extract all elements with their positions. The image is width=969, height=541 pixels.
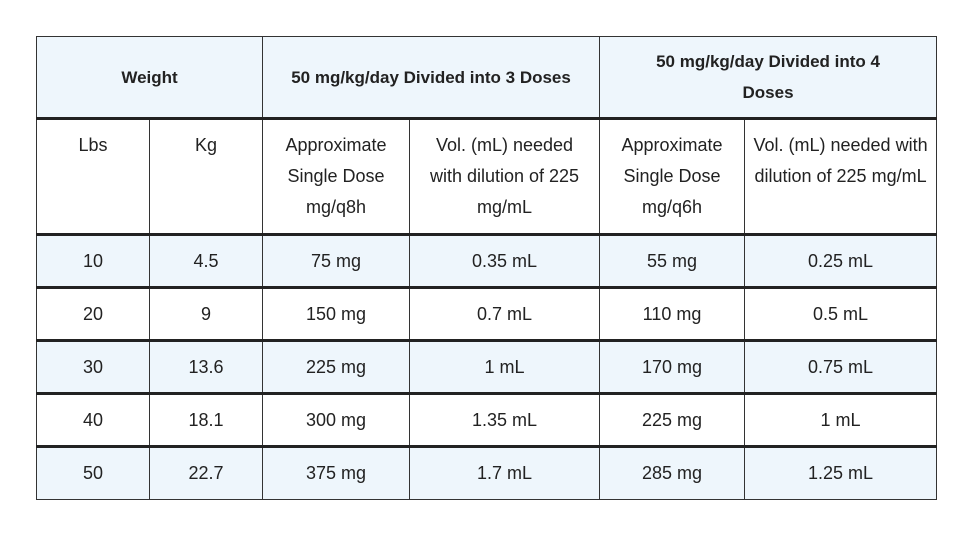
data-row: 50 22.7 375 mg 1.7 mL 285 mg 1.25 mL <box>36 445 938 500</box>
data-cell: 0.25 mL <box>744 233 938 288</box>
group-header: 50 mg/kg/day Divided into 3 Doses <box>262 36 601 119</box>
subheader-cell: Approximate Single Dose mg/q8h <box>262 117 411 235</box>
data-cell: 225 mg <box>262 339 411 394</box>
dosing-table: Weight 50 mg/kg/day Divided into 3 Doses… <box>35 36 938 500</box>
group-header-row: Weight 50 mg/kg/day Divided into 3 Doses… <box>35 36 938 119</box>
group-header: 50 mg/kg/day Divided into 4 Doses <box>599 36 938 119</box>
subheader-row: Lbs Kg Approximate Single Dose mg/q8h Vol. … <box>36 117 938 235</box>
data-cell: 0.35 mL <box>409 233 601 288</box>
data-cell: 225 mg <box>599 392 746 447</box>
data-cell: 285 mg <box>599 445 746 500</box>
data-cell: 13.6 <box>148 339 264 394</box>
data-cell: 300 mg <box>262 392 411 447</box>
data-cell: 40 <box>36 392 150 447</box>
data-cell: 18.1 <box>148 392 264 447</box>
data-cell: 1.7 mL <box>409 445 601 500</box>
group-header: Weight <box>35 36 264 119</box>
data-cell: 22.7 <box>148 445 264 500</box>
subheader-cell: Lbs <box>36 117 150 235</box>
data-row: 20 9 150 mg 0.7 mL 110 mg 0.5 mL <box>36 286 938 341</box>
data-cell: 10 <box>36 233 150 288</box>
subheader-cell: Approximate Single Dose mg/q6h <box>599 117 746 235</box>
data-cell: 0.5 mL <box>744 286 938 341</box>
data-cell: 1 mL <box>409 339 601 394</box>
data-cell: 170 mg <box>599 339 746 394</box>
data-cell: 9 <box>148 286 264 341</box>
data-row: 30 13.6 225 mg 1 mL 170 mg 0.75 mL <box>36 339 938 394</box>
data-cell: 75 mg <box>262 233 411 288</box>
subheader-cell: Vol. (mL) needed with dilution of 225 mg… <box>744 117 938 235</box>
data-cell: 4.5 <box>148 233 264 288</box>
subheader-cell: Vol. (mL) needed with dilution of 225 mg… <box>409 117 601 235</box>
data-cell: 50 <box>36 445 150 500</box>
table-body: Weight 50 mg/kg/day Divided into 3 Doses… <box>35 36 938 500</box>
data-cell: 110 mg <box>599 286 746 341</box>
data-cell: 1.35 mL <box>409 392 601 447</box>
data-cell: 1 mL <box>744 392 938 447</box>
data-cell: 30 <box>36 339 150 394</box>
data-cell: 1.25 mL <box>744 445 938 500</box>
data-cell: 55 mg <box>599 233 746 288</box>
data-cell: 20 <box>36 286 150 341</box>
data-cell: 0.75 mL <box>744 339 938 394</box>
data-cell: 0.7 mL <box>409 286 601 341</box>
subheader-cell: Kg <box>148 117 264 235</box>
data-cell: 150 mg <box>262 286 411 341</box>
data-row: 40 18.1 300 mg 1.35 mL 225 mg 1 mL <box>36 392 938 447</box>
data-cell: 375 mg <box>262 445 411 500</box>
data-row: 10 4.5 75 mg 0.35 mL 55 mg 0.25 mL <box>36 233 938 288</box>
